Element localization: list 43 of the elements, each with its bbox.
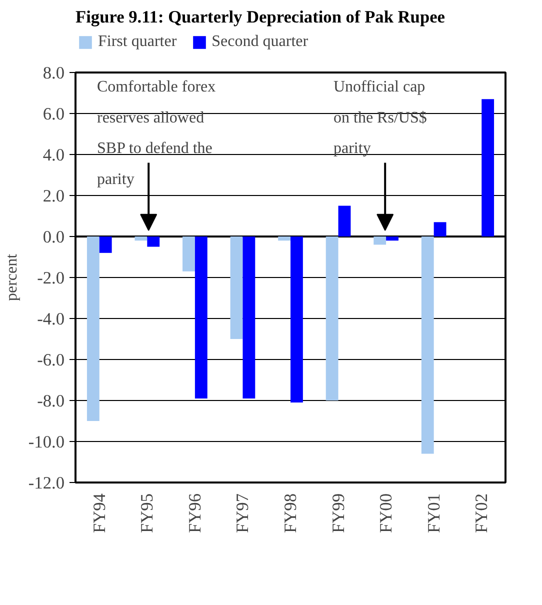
bar: [278, 236, 290, 241]
x-tick-label: FY97: [233, 493, 252, 533]
y-tick-label: -12.0: [28, 474, 65, 492]
bar: [290, 236, 303, 403]
bar: [134, 236, 148, 241]
x-tick-label: FY00: [376, 493, 396, 533]
chart-title: Figure 9.11: Quarterly Depreciation of Pak Rupee: [76, 8, 446, 26]
bar: [182, 236, 195, 272]
y-tick-label: -6.0: [37, 350, 65, 370]
y-axis-title: percent: [3, 253, 20, 302]
bar: [99, 236, 112, 253]
y-tick-label: -4.0: [37, 310, 65, 328]
annotation: Unofficial cap on the Rs/US$ parity: [334, 78, 427, 158]
x-tick-label: FY96: [185, 493, 204, 533]
bar: [326, 236, 338, 400]
y-tick-label: -2.0: [37, 268, 65, 288]
y-tick-label: 2.0: [42, 186, 65, 206]
y-tick-label: -8.0: [37, 392, 65, 410]
y-tick-label: 8.0: [42, 64, 65, 82]
y-tick-label: 4.0: [42, 146, 65, 164]
x-tick-label: FY99: [328, 493, 348, 533]
y-tick-label: 0.0: [42, 228, 65, 246]
x-tick-label: FY94: [90, 493, 109, 533]
bar: [434, 222, 446, 236]
bar: [421, 236, 434, 454]
bar: [374, 236, 386, 245]
x-tick-label: FY95: [138, 493, 157, 533]
x-tick-label: FY98: [281, 493, 300, 533]
bar: [482, 99, 494, 236]
x-tick-label: FY01: [424, 493, 444, 533]
legend-label: First quarter: [98, 33, 177, 51]
bar: [386, 236, 398, 241]
bar: [86, 236, 100, 421]
bar: [147, 236, 160, 247]
annotation: Comfortable forex reserves allowed SBP to defend the parity: [97, 78, 216, 188]
legend-label: Second quarter: [212, 33, 308, 51]
bar: [242, 236, 256, 398]
y-tick-label: 6.0: [42, 104, 65, 124]
x-tick-label: FY02: [472, 493, 492, 533]
bar: [194, 236, 208, 398]
y-tick-label: -10.0: [28, 432, 65, 452]
bar: [230, 236, 243, 339]
bar: [338, 206, 351, 236]
